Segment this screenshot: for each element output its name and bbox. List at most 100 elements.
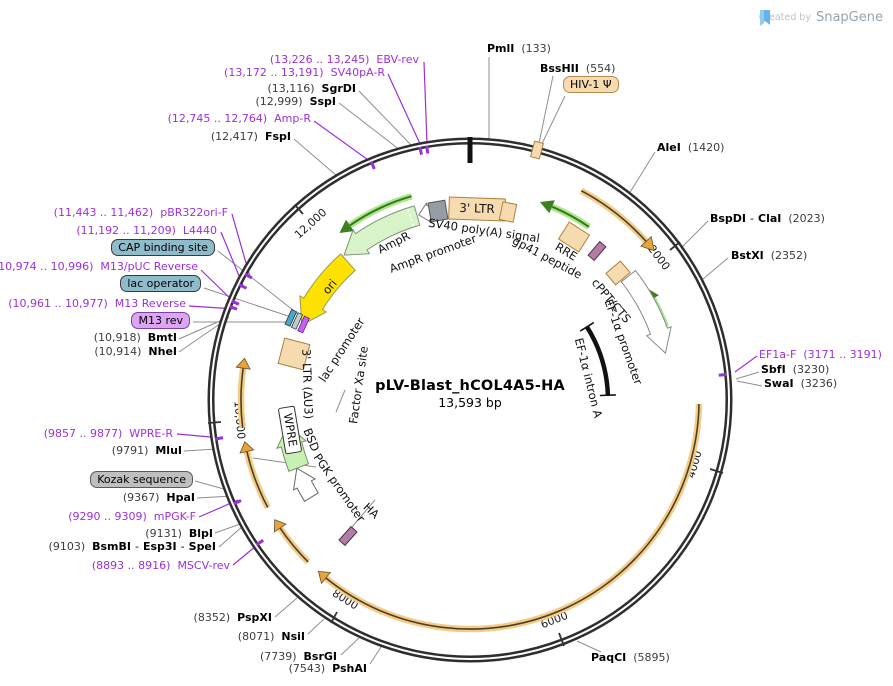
label-factor-xa[interactable]: Factor Xa site <box>346 345 371 424</box>
label-sspi[interactable]: (12,999) SspI <box>255 95 336 109</box>
ebv-rev-name: EBV-rev <box>376 53 419 66</box>
label-mpgk-f[interactable]: (9290 .. 9309) mPGK-F <box>68 510 196 524</box>
l4440-pos: (11,192 .. 11,209) <box>76 224 176 237</box>
label-nsii[interactable]: (8071) NsiI <box>238 630 305 644</box>
plasmid-title-block: pLV-Blast_hCOL4A5-HA 13,593 bp <box>375 378 565 410</box>
bsrgi-pos: (7739) <box>259 650 297 663</box>
blpi-name: BlpI <box>188 527 213 540</box>
label-ebv-rev[interactable]: (13,226 .. 13,245) EBV-rev <box>270 53 419 67</box>
label-ltr3[interactable]: 3' LTR <box>459 201 495 216</box>
label-ltr3-du3[interactable]: 3' LTR (ΔU3) <box>299 349 315 420</box>
label-mscv-rev[interactable]: (8893 .. 8916) MSCV-rev <box>92 559 230 573</box>
label-sbfi[interactable]: SbfI (3230) <box>761 363 829 377</box>
feature-labels: 3' LTR SV40 poly(A) signal gp41 peptide … <box>281 201 646 525</box>
label-hiv1-psi[interactable]: HIV-1 Ψ <box>563 76 619 93</box>
callout-lines <box>178 57 763 665</box>
sv40-polya-box[interactable] <box>427 199 449 223</box>
pspxi-pos: (8352) <box>193 611 231 624</box>
label-amp-r[interactable]: (12,745 .. 12,764) Amp-R <box>168 112 311 126</box>
origin-tick <box>467 137 473 163</box>
primer-ring-marks[interactable] <box>214 145 727 546</box>
label-bsmbi-esp3i-spei[interactable]: (9103) BsmBI - Esp3I - SpeI <box>49 540 216 554</box>
m13-puc-reverse-name: M13/pUC Reverse <box>100 260 198 273</box>
esp3i-name: Esp3I <box>142 540 177 553</box>
label-fspi[interactable]: (12,417) FspI <box>211 130 291 144</box>
label-swai[interactable]: SwaI (3236) <box>764 377 837 391</box>
ltr3-du3-box[interactable] <box>277 337 311 371</box>
swai-pos: (3236) <box>800 377 838 390</box>
nhei-pos: (10,914) <box>94 345 142 358</box>
gp41-box[interactable] <box>498 201 518 223</box>
m13-rev-box-marker[interactable] <box>297 315 310 334</box>
hiv1-psi-box[interactable] <box>529 140 545 160</box>
misc-plum-box[interactable] <box>587 240 607 262</box>
m13-reverse-pos: (10,961 .. 10,977) <box>8 297 108 310</box>
cap-binding-site-box[interactable] <box>284 309 298 327</box>
label-alei[interactable]: AleI (1420) <box>657 141 724 155</box>
cds-orange-arcs[interactable] <box>235 187 703 633</box>
mpgk-f-name: mPGK-F <box>153 510 196 523</box>
label-pgk-promoter[interactable]: PGK promoter <box>311 451 369 525</box>
label-blpi[interactable]: (9131) BlpI <box>145 527 213 541</box>
label-nhei[interactable]: (10,914) NheI <box>94 345 177 359</box>
label-pshai[interactable]: (7543) PshAI <box>289 662 367 676</box>
label-l4440[interactable]: (11,192 .. 11,209) L4440 <box>76 224 217 238</box>
amp-r-name: Amp-R <box>274 112 311 125</box>
label-bstxi[interactable]: BstXI (2352) <box>731 249 807 263</box>
ef1a-promoter-arrow[interactable] <box>620 269 672 355</box>
label-mlui[interactable]: (9791) MluI <box>112 444 182 458</box>
mpgk-f-pos: (9290 .. 9309) <box>68 510 147 523</box>
l4440-name: L4440 <box>182 224 217 237</box>
label-sgrdi[interactable]: (13,116) SgrDI <box>267 82 356 96</box>
sspi-name: SspI <box>309 95 336 108</box>
sspi-pos: (12,999) <box>255 95 303 108</box>
ha-box[interactable] <box>338 525 358 547</box>
label-wpre-r[interactable]: (9857 .. 9877) WPRE-R <box>44 427 173 441</box>
ef1a-intron-arc[interactable] <box>579 321 616 397</box>
label-m13-rev[interactable]: M13 rev <box>131 312 190 329</box>
label-wpre[interactable]: WPRE <box>281 412 300 447</box>
wpre-box[interactable] <box>278 405 302 455</box>
swai-name: SwaI <box>764 377 794 390</box>
label-pbr322ori-f[interactable]: (11,443 .. 11,462) pBR322ori-F <box>54 206 228 220</box>
label-ef1a-f[interactable]: EF1a-F (3171 .. 3191) <box>759 348 882 362</box>
nsii-name: NsiI <box>281 630 305 643</box>
paqci-name: PaqCI <box>591 651 627 664</box>
ebv-rev-pos: (13,226 .. 13,245) <box>269 53 370 66</box>
bsshii-name: BssHII <box>540 62 579 75</box>
pgk-promoter-arrow[interactable] <box>292 467 319 502</box>
fspi-pos: (12,417) <box>210 130 258 143</box>
ampr-arrow[interactable] <box>343 205 421 256</box>
site-cluster[interactable] <box>284 309 310 334</box>
cppt-box[interactable] <box>605 260 631 286</box>
wpre-r-pos: (9857 .. 9877) <box>43 427 123 440</box>
label-bspdi-clai[interactable]: BspDI - ClaI (2023) <box>710 212 825 226</box>
clai-name: ClaI <box>758 212 782 225</box>
label-lac-operator[interactable]: lac operator <box>120 275 201 292</box>
label-pmli[interactable]: PmlI (133) <box>487 42 551 56</box>
label-bmti[interactable]: (10,918) BmtI <box>94 331 177 345</box>
label-paqci[interactable]: PaqCI (5895) <box>591 651 670 665</box>
kozak-text: Kozak sequence <box>90 471 193 488</box>
ori-arrow[interactable] <box>299 253 357 326</box>
label-kozak[interactable]: Kozak sequence <box>90 471 193 488</box>
label-m13-puc-reverse[interactable]: (10,974 .. 10,996) M13/pUC Reverse <box>0 260 198 274</box>
label-bsshii[interactable]: BssHII (554) <box>540 62 615 76</box>
bspdi-name: BspDI <box>710 212 747 225</box>
lac-operator-box[interactable] <box>290 312 304 330</box>
rre-box[interactable] <box>557 221 591 253</box>
mscv-rev-name: MSCV-rev <box>177 559 230 572</box>
sgrdi-pos: (13,116) <box>267 82 315 95</box>
pshai-name: PshAI <box>332 662 367 675</box>
label-m13-reverse[interactable]: (10,961 .. 10,977) M13 Reverse <box>8 297 186 311</box>
cap-binding-site-text: CAP binding site <box>111 239 215 256</box>
label-sv40pa-r[interactable]: (13,172 .. 13,191) SV40pA-R <box>224 66 385 80</box>
label-cap-binding-site[interactable]: CAP binding site <box>111 239 215 256</box>
label-pspxi[interactable]: (8352) PspXI <box>194 611 272 625</box>
label-hpai[interactable]: (9367) HpaI <box>123 491 195 505</box>
pbr322ori-f-name: pBR322ori-F <box>160 206 228 219</box>
mlui-pos: (9791) <box>111 444 149 457</box>
label-bsrgi[interactable]: (7739) BsrGI <box>260 650 337 664</box>
